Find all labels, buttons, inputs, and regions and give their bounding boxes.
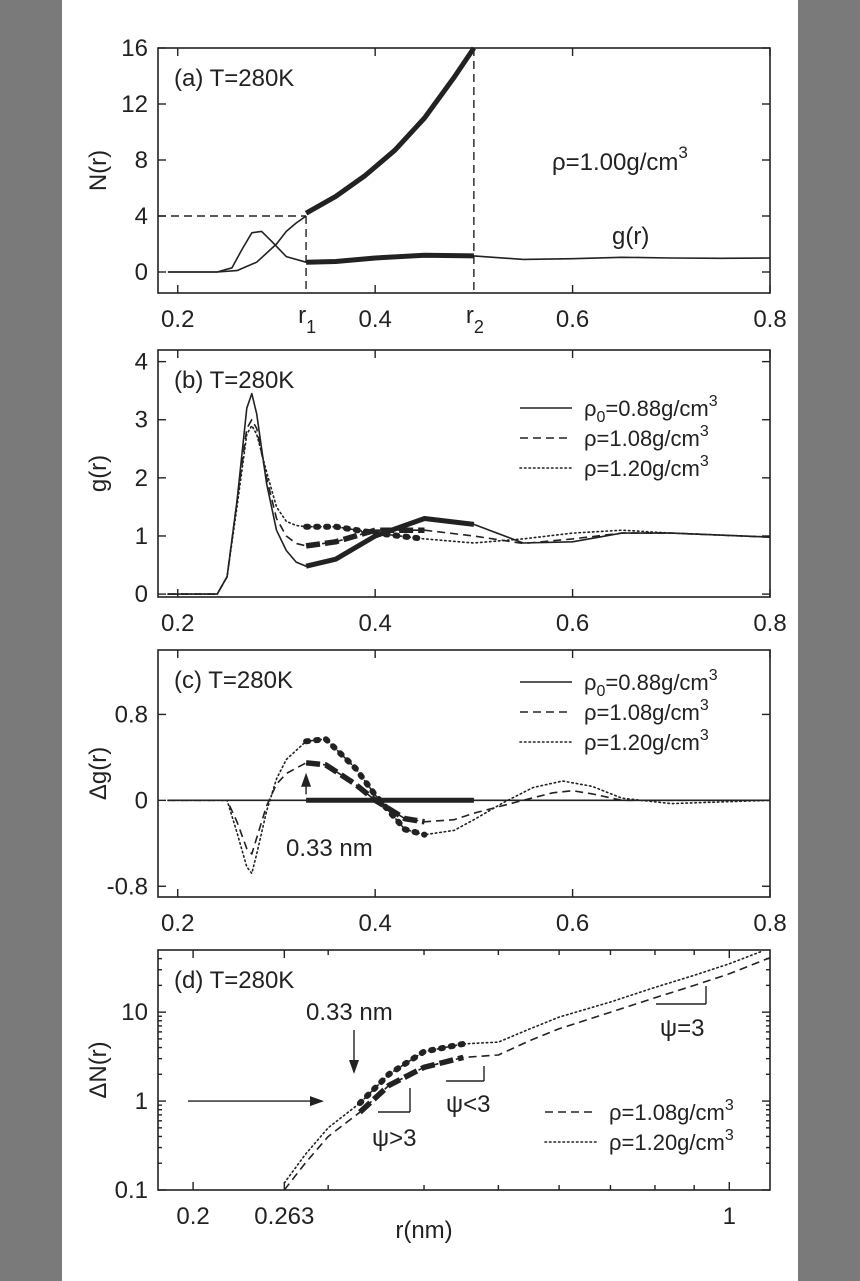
series-line-d-0: ρ=1.08g/cm3	[283, 956, 771, 1191]
y-tick-label-a: 0	[135, 259, 148, 286]
y-tick-label-a: 12	[121, 91, 148, 118]
series-line-a-1: N(r) thin	[167, 215, 307, 273]
series-line-b-2: ρ=1.20g/cm3	[167, 424, 771, 595]
y-tick-label-b: 2	[135, 465, 148, 492]
x-tick-label-d: 0.263	[254, 1203, 314, 1230]
y-tick-label-b: 0	[135, 581, 148, 608]
panel-b: 0.2 0.4 0.6 0.8 0 1 2 3 4 g(r) (b) T=280K ρ0=0.88g/…	[85, 349, 787, 637]
x-tick-label-a: 0.6	[556, 306, 589, 333]
legend-label-c: ρ0=0.88g/cm3	[584, 667, 718, 700]
slope-label-psi-eq: ψ=3	[660, 1015, 704, 1042]
x-tick-label-c: 0.8	[753, 910, 786, 937]
arrow-down-head	[349, 1060, 359, 1074]
x-tick-label-a: 0.4	[358, 306, 391, 333]
y-tick-label-c: 0.8	[115, 701, 148, 728]
y-tick-label-b: 3	[135, 407, 148, 434]
x-tick-label-c: 0.2	[161, 910, 194, 937]
x-tick-label-d: 1	[723, 1203, 736, 1230]
series-line-b-0: ρ0=0.88g/cm3	[167, 392, 771, 595]
panel-label-a: (a) T=280K	[174, 65, 294, 92]
y-axis-label-a: N(r)	[85, 150, 112, 191]
series-line-d-2: ρ=1.08 thick	[358, 1054, 464, 1115]
legend-label-c: ρ=1.08g/cm3	[584, 697, 709, 725]
y-tick-label-c: 0	[135, 787, 148, 814]
x-tick-label-b: 0.4	[358, 610, 391, 637]
plot-frame-a	[157, 47, 771, 294]
plot-frame-c	[157, 649, 771, 898]
x-tick-label-b: 0.8	[753, 610, 786, 637]
y-axis-label-b: g(r)	[85, 455, 112, 492]
y-axis-label-c: Δg(r)	[85, 747, 112, 800]
y-tick-label-a: 16	[121, 35, 148, 62]
legend-label-b: ρ=1.20g/cm3	[584, 453, 709, 481]
density-annotation: ρ=1.00g/cm3	[552, 143, 688, 176]
slope-label-psi-gt: ψ>3	[372, 1125, 416, 1152]
x-tick-label-d: 0.2	[176, 1203, 209, 1230]
x-tick-label-a: 0.2	[161, 306, 194, 333]
series-line-c-4: ρ=1.08 thick	[305, 760, 425, 825]
legend-label-b: ρ=1.08g/cm3	[584, 423, 709, 451]
x-tick-label-b: 0.2	[161, 610, 194, 637]
series-line-c-5: ρ=1.20 thick	[303, 736, 428, 838]
series-line-c-2: ρ=1.20g/cm3	[167, 738, 771, 875]
series-line-d-3: ρ=1.20 thick	[356, 1040, 467, 1107]
y-tick-label-d: 0.1	[115, 1177, 148, 1204]
series-line-b-5: ρ=1.20 thick	[303, 523, 428, 542]
arrow-right-head	[310, 1096, 324, 1107]
y-tick-label-a: 8	[135, 147, 148, 174]
x-tick-label-b: 0.6	[556, 610, 589, 637]
r1-label: r1	[298, 302, 316, 337]
y-tick-label-a: 4	[135, 203, 148, 230]
marker-label-0.33nm-d: 0.33 nm	[306, 999, 393, 1026]
panel-label-c: (c) T=280K	[174, 667, 293, 694]
r2-label: r2	[466, 302, 484, 337]
panel-c: 0.2 0.4 0.6 0.8-0.800.8Δg(r)(c) T=280Kρ0=0.…	[85, 649, 787, 937]
series-line-a-3: g(r) thick	[306, 252, 474, 265]
x-tick-label-c: 0.4	[358, 910, 391, 937]
y-tick-label-d: 1	[135, 1088, 148, 1115]
slope-label-psi-lt: ψ<3	[446, 1091, 490, 1118]
panel-label-b: (b) T=280K	[174, 367, 294, 394]
y-tick-label-c: -0.8	[107, 873, 148, 900]
marker-label-0.33nm-c: 0.33 nm	[286, 835, 373, 862]
y-tick-label-b: 1	[135, 523, 148, 550]
y-tick-label-d: 10	[121, 999, 148, 1026]
legend-label-d: ρ=1.08g/cm3	[609, 1097, 734, 1125]
arrow-0.33nm-head	[301, 772, 312, 787]
x-tick-label-a: 0.8	[753, 306, 786, 333]
plot-frame-b	[157, 349, 771, 598]
x-axis-label-d: r(nm)	[395, 1217, 452, 1244]
panel-label-d: (d) T=280K	[174, 967, 294, 994]
gr-curve-label: g(r)	[612, 223, 649, 250]
series-line-c-1: ρ=1.08g/cm3	[167, 761, 770, 855]
series-line-b-4: ρ=1.08 thick	[305, 527, 425, 549]
series-line-a-2: g(r)	[167, 230, 771, 273]
legend-label-b: ρ0=0.88g/cm3	[584, 393, 718, 426]
x-tick-label-c: 0.6	[556, 910, 589, 937]
legend-label-d: ρ=1.20g/cm3	[609, 1127, 734, 1155]
legend-label-c: ρ=1.20g/cm3	[584, 727, 709, 755]
y-axis-label-d: ΔN(r)	[85, 1041, 112, 1098]
panel-d: 0.2 0.263 1 0.1 1 10 ΔN(r) (d) T=280K ρ=1.08g/cm…	[85, 949, 771, 1244]
plot-frame-d	[157, 949, 771, 1191]
y-tick-label-b: 4	[135, 349, 148, 376]
series-line-b-1: ρ=1.08g/cm3	[167, 418, 771, 595]
series-line-a-0: N(r)	[304, 46, 476, 216]
